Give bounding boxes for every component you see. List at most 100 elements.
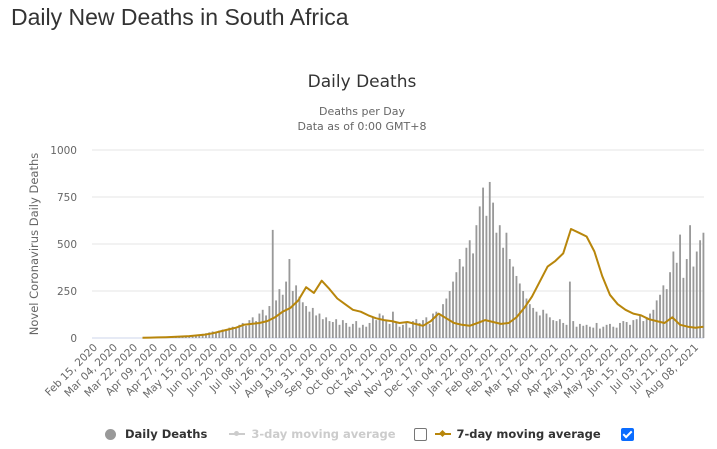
daily-deaths-bar [642, 321, 645, 338]
daily-deaths-bar [235, 328, 237, 338]
daily-deaths-bar [522, 291, 525, 338]
daily-deaths-bar [238, 324, 241, 338]
daily-deaths-bar [412, 321, 414, 338]
diamond-line-marker-icon [434, 429, 451, 439]
daily-deaths-bar [328, 321, 331, 338]
daily-deaths-bar [619, 322, 621, 338]
3day-average-checkbox[interactable] [413, 427, 427, 441]
daily-deaths-bar [221, 329, 224, 338]
daily-deaths-bar [241, 322, 244, 338]
daily-deaths-bar [365, 326, 368, 338]
daily-deaths-bar [602, 326, 605, 338]
daily-deaths-bar [595, 322, 598, 338]
legend-label-7day-average: 7-day moving average [456, 427, 601, 441]
legend-item-7day-average[interactable]: 7-day moving average [434, 427, 601, 441]
daily-deaths-bar [215, 332, 217, 338]
daily-deaths-bar [195, 335, 197, 338]
daily-deaths-bar [462, 266, 464, 338]
legend-item-daily-deaths[interactable]: Daily Deaths [105, 427, 207, 441]
daily-deaths-bar [371, 317, 374, 338]
daily-deaths-bar [288, 259, 291, 338]
daily-deaths-bar [565, 324, 568, 338]
legend-label-3day-average: 3-day moving average [251, 427, 396, 441]
daily-deaths-bar [555, 321, 558, 338]
daily-deaths-bar [672, 251, 675, 338]
daily-deaths-bar [665, 289, 668, 338]
daily-deaths-bar [388, 323, 391, 338]
chart-legend: Daily Deaths 3-day moving average 7-day … [105, 425, 634, 443]
daily-deaths-bar [405, 322, 408, 338]
daily-deaths-bar [505, 232, 508, 338]
daily-deaths-bar [422, 320, 424, 338]
daily-deaths-bar [368, 322, 371, 338]
daily-deaths-bar [432, 313, 434, 338]
daily-deaths-bar [255, 321, 257, 338]
daily-deaths-bar [398, 326, 401, 338]
daily-deaths-bar [525, 298, 528, 338]
daily-deaths-bar [345, 322, 348, 338]
daily-deaths-bar [575, 326, 578, 338]
daily-deaths-bar [331, 322, 334, 338]
daily-deaths-bar [545, 313, 548, 338]
daily-deaths-bar [361, 324, 364, 338]
daily-deaths-bar [508, 259, 511, 338]
daily-deaths-bar [588, 326, 591, 338]
daily-deaths-bar [612, 326, 615, 338]
line-marker-icon [229, 429, 246, 439]
daily-deaths-bar [465, 247, 468, 338]
daily-deaths-bar [692, 266, 695, 338]
daily-deaths-bar [428, 323, 431, 338]
daily-deaths-bar [695, 251, 698, 338]
daily-deaths-bar [375, 320, 378, 338]
daily-deaths-bar [458, 259, 461, 338]
daily-deaths-bar [245, 325, 247, 338]
daily-deaths-bar [558, 319, 561, 338]
daily-deaths-bar [548, 317, 551, 338]
daily-deaths-bar [498, 225, 501, 338]
legend-item-3day-average[interactable]: 3-day moving average [229, 427, 396, 441]
daily-deaths-bar [211, 331, 214, 338]
daily-deaths-bar [311, 307, 314, 338]
seven-day-average-line [142, 228, 704, 339]
daily-deaths-bar [385, 321, 388, 338]
daily-deaths-bar [659, 294, 661, 338]
daily-deaths-bar [568, 281, 571, 338]
daily-deaths-bar [552, 320, 555, 338]
daily-deaths-bar [188, 336, 191, 338]
daily-deaths-bar [321, 319, 324, 338]
daily-deaths-bar [455, 272, 458, 338]
7day-average-checkbox[interactable] [620, 427, 634, 441]
chart-title: Daily Deaths [308, 72, 417, 92]
daily-deaths-bar [435, 311, 438, 338]
daily-deaths-bar [395, 322, 398, 338]
daily-deaths-bar [645, 317, 648, 338]
daily-deaths-bar [685, 259, 688, 338]
daily-deaths-bar [275, 300, 277, 338]
daily-deaths-bar [609, 323, 611, 338]
daily-deaths-bar [408, 327, 411, 338]
daily-deaths-bar [562, 322, 565, 338]
daily-deaths-bar [448, 291, 451, 338]
daily-deaths-bar [308, 311, 311, 338]
daily-deaths-bar [669, 272, 671, 338]
daily-deaths-bar [351, 323, 354, 338]
daily-deaths-bar [622, 321, 625, 338]
daily-deaths-bar [348, 326, 351, 338]
daily-deaths-bar [518, 283, 521, 338]
daily-deaths-bar [689, 225, 691, 338]
daily-deaths-bar [358, 327, 361, 338]
daily-deaths-bar [418, 322, 421, 338]
daily-deaths-bar [515, 275, 518, 338]
daily-deaths-bar [231, 326, 234, 338]
daily-deaths-bar [191, 335, 194, 338]
y-tick-label: 0 [70, 333, 77, 345]
daily-deaths-bar [488, 181, 491, 338]
daily-deaths-bar [218, 330, 221, 338]
daily-deaths-bar [655, 300, 658, 338]
daily-deaths-bar [261, 309, 264, 338]
daily-deaths-bar [585, 324, 588, 338]
daily-deaths-bar [629, 324, 631, 338]
daily-deaths-bar [538, 315, 541, 338]
